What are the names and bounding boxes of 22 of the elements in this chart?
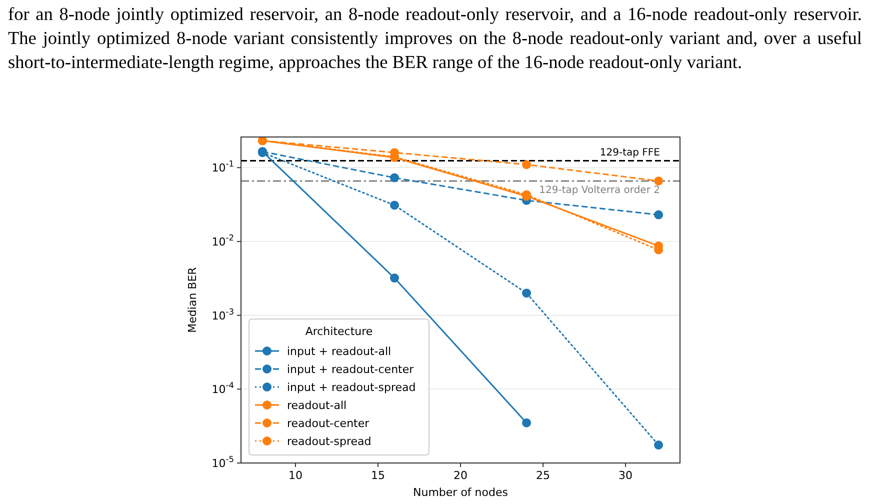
x-tick-label: 25 <box>536 469 550 482</box>
legend-label: readout-spread <box>287 435 372 448</box>
x-tick-label: 20 <box>454 469 468 482</box>
x-tick-label: 15 <box>370 469 385 482</box>
legend-label: input + readout-center <box>287 363 414 376</box>
ref-line-label: 129-tap FFE <box>600 148 660 159</box>
y-tick-label: 10$^{-2}$ <box>212 232 234 248</box>
ref-line-label: 129-tap Volterra order 2 <box>539 184 660 196</box>
y-tick-label: 10$^{-3}$ <box>212 306 234 322</box>
y-axis-title: Median BER <box>186 266 199 333</box>
y-tick-label: 10$^{-5}$ <box>212 454 234 470</box>
x-axis-title: Number of nodes <box>413 486 508 499</box>
legend-label: readout-center <box>287 417 370 430</box>
x-tick-label: 10 <box>288 469 302 482</box>
legend-label: input + readout-all <box>287 345 392 358</box>
legend-label: input + readout-spread <box>287 381 416 394</box>
y-tick-label: 10$^{-1}$ <box>212 158 234 175</box>
legend-title: Architecture <box>305 325 373 338</box>
legend-label: readout-all <box>287 399 347 412</box>
y-tick-label: 10$^{-4}$ <box>212 380 234 396</box>
x-tick-label: 30 <box>618 469 633 482</box>
text: for an 8-node jointly optimized reservoir, an 8-node readout-only reservoir, and a 16-node readout-only reservoir. The jointly optimized 8-node variant consistently improves on the 8-node readout-only variant and, over a useful short-to-intermediate-length regime, approaches the BER range of the 16-node readout-only variant. <box>8 3 862 74</box>
